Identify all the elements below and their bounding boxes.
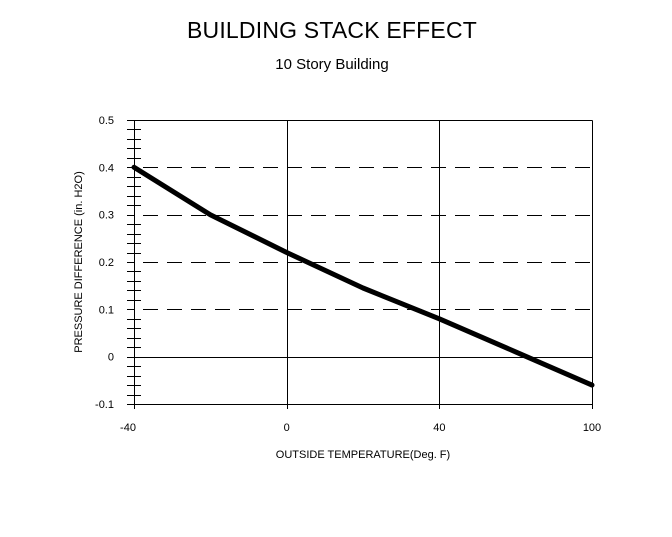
- grid: [134, 120, 592, 404]
- x-axis-tick-labels: -40 0 40 100: [120, 422, 601, 434]
- y-axis-title: PRESSURE DIFFERENCE (in. H2O): [73, 171, 85, 353]
- x-tick-label: -40: [120, 422, 136, 434]
- y-tick-label: 0.4: [99, 162, 114, 174]
- y-tick-label: 0: [108, 352, 114, 364]
- data-series: [131, 164, 595, 388]
- y-tick-label: 0.3: [99, 210, 114, 222]
- y-tick-label: 0.2: [99, 257, 114, 269]
- chart-subtitle: 10 Story Building: [275, 56, 389, 73]
- y-tick-label: 0.5: [99, 115, 114, 127]
- x-tick-label: 0: [284, 422, 290, 434]
- y-axis-ticks: [127, 120, 141, 405]
- y-tick-label: -0.1: [95, 399, 114, 411]
- data-line: [131, 164, 595, 388]
- y-axis-tick-labels: 0.5 0.4 0.3 0.2 0.1 0 -0.1: [95, 115, 114, 411]
- chart-title: BUILDING STACK EFFECT: [186, 17, 478, 43]
- y-tick-label: 0.1: [99, 304, 114, 316]
- x-axis-title: OUTSIDE TEMPERATURE(Deg. F): [276, 449, 450, 461]
- x-tick-label: 40: [433, 422, 445, 434]
- plot-frame: [127, 120, 593, 408]
- x-tick-label: 100: [583, 422, 601, 434]
- x-axis-ticks: [134, 404, 593, 409]
